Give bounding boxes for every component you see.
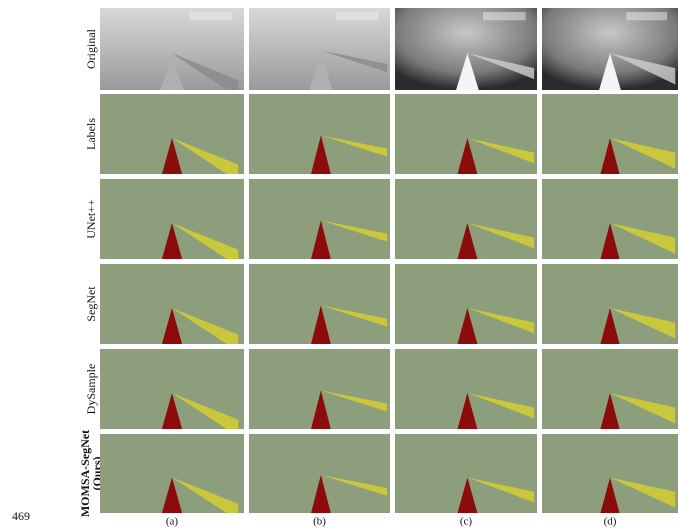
segment-cable [467,393,535,419]
segment-cable [467,138,535,164]
image-cell [542,179,678,259]
image-cell [395,264,537,344]
segment-rail [311,220,331,259]
segment-cable [610,477,676,508]
row-label: MOMSA-SegNet [78,430,92,517]
segment-cable [610,393,676,424]
column-label: (d) [604,516,617,528]
segment-rail [457,138,478,174]
segment-rail [457,223,478,259]
segment-rail [161,477,183,513]
segment-rail [600,138,620,174]
photo-rail [599,53,621,90]
photo-rail [456,53,479,90]
segment-rail [600,308,620,344]
row-label: Labels [84,118,98,150]
segment-cable [467,477,535,503]
segment-rail [600,477,620,513]
column-label: (a) [166,516,179,528]
image-cell [542,264,678,344]
row-label: SegNet [84,286,98,322]
image-cell [249,264,390,344]
image-cell [395,8,537,90]
image-cell [542,94,678,174]
row-label: UNet++ [84,199,98,239]
photo-cable [610,53,676,85]
segment-rail [600,223,620,259]
image-cell [542,8,678,90]
photo-cable [172,53,239,90]
segment-rail [311,390,331,429]
photo-overlay-text [189,12,233,21]
segment-cable [467,223,535,249]
segment-cable [172,477,239,513]
column-label: (b) [313,516,326,528]
segment-rail [311,135,331,174]
image-cell [395,179,537,259]
image-cell [249,434,390,513]
segment-cable [172,308,239,344]
image-cell [100,94,244,174]
row-label: DySample [84,364,98,415]
segment-rail [161,223,183,259]
segment-rail [311,474,331,513]
segment-cable [610,308,676,339]
segment-rail [457,308,478,344]
segment-cable [172,138,239,174]
photo-overlay-text [483,12,526,21]
image-cell [100,349,244,429]
image-cell [542,349,678,429]
image-cell [395,349,537,429]
image-cell [249,179,390,259]
image-cell [249,94,390,174]
column-label: (c) [460,516,473,528]
photo-rail [160,53,184,90]
segment-rail [457,477,478,513]
segment-cable [172,223,239,259]
photo-overlay-text [336,12,379,21]
segment-cable [172,393,239,429]
image-cell [100,434,244,513]
photo-rail [309,50,333,90]
image-cell [100,8,244,90]
segment-rail [311,305,331,344]
image-cell [542,434,678,513]
line-number: 469 [12,509,30,523]
segment-rail [161,393,183,429]
image-cell [249,349,390,429]
image-cell [100,264,244,344]
segment-rail [600,393,620,429]
segment-rail [161,138,183,174]
image-cell [249,8,390,90]
photo-cable [467,53,535,80]
image-cell [395,434,537,513]
image-cell [395,94,537,174]
image-cell [100,179,244,259]
photo-overlay-text [626,12,668,21]
row-label: Original [84,28,98,69]
segment-rail [457,393,478,429]
segment-rail [161,308,183,344]
